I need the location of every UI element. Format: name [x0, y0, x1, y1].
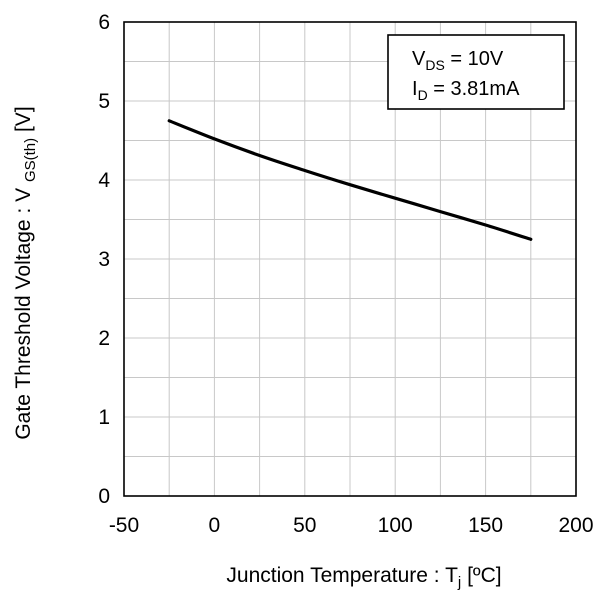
threshold-voltage-curve — [167, 119, 533, 241]
y-axis-label-sub: GS(th) — [22, 138, 39, 182]
legend-id-value: = 3.81mA — [428, 78, 520, 100]
legend-frame — [387, 34, 565, 110]
tick-labels: -50 0 50 100 150 200 0 1 2 3 4 5 6 — [98, 11, 593, 537]
legend-vds-label: VDS = 10V — [412, 48, 504, 73]
x-tick-label: 100 — [378, 514, 413, 537]
plot-frame — [123, 21, 577, 497]
x-tick-label: 0 — [209, 514, 221, 537]
x-tick-label: 150 — [468, 514, 503, 537]
y-tick-label: 6 — [98, 11, 110, 34]
x-tick-label: -50 — [109, 514, 139, 537]
y-tick-label: 3 — [98, 248, 110, 271]
y-tick-label: 1 — [98, 406, 110, 429]
x-axis-label: Junction Temperature : Tj [ºC] — [226, 564, 501, 591]
y-tick-label: 0 — [98, 485, 110, 508]
legend-id-sub: D — [418, 87, 428, 103]
x-axis-label-unit: [ºC] — [461, 564, 501, 587]
y-axis-label: Gate Threshold Voltage : V GS(th) [V] — [12, 106, 39, 439]
y-tick-label: 2 — [98, 327, 110, 350]
legend-vds-sub: DS — [425, 57, 444, 73]
x-tick-label: 50 — [293, 514, 316, 537]
y-tick-label: 4 — [98, 169, 110, 192]
y-axis-label-unit: [V] — [12, 106, 35, 138]
y-axis-label-main: Gate Threshold Voltage : V — [12, 182, 35, 440]
y-tick-label: 5 — [98, 90, 110, 113]
x-axis-label-main: Junction Temperature : T — [226, 564, 458, 587]
x-axis-label-sub: j — [457, 574, 461, 591]
legend-box: VDS = 10V ID = 3.81mA — [387, 34, 565, 110]
legend-vds-value: = 10V — [445, 48, 504, 70]
legend-id-main: I — [412, 78, 418, 100]
legend-vds-main: V — [412, 48, 426, 70]
legend-id-label: ID = 3.81mA — [412, 78, 520, 103]
x-tick-label: 200 — [558, 514, 593, 537]
